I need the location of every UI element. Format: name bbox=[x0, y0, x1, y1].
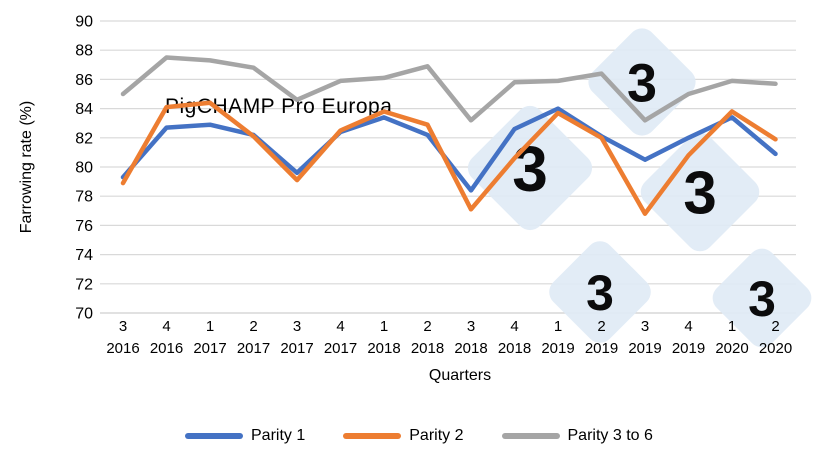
x-tick-quarter-label: 4 bbox=[684, 318, 692, 335]
legend-item-parity-1: Parity 1 bbox=[185, 427, 305, 445]
x-tick-year-label: 2020 bbox=[715, 340, 748, 357]
x-tick-year-label: 2016 bbox=[150, 340, 183, 357]
y-tick-label: 70 bbox=[75, 306, 93, 323]
x-tick-quarter-label: 2 bbox=[249, 318, 257, 335]
watermark-diamond bbox=[467, 105, 593, 231]
legend-item-parity-2: Parity 2 bbox=[343, 427, 464, 445]
x-tick-quarter-label: 4 bbox=[336, 318, 344, 335]
x-tick-quarter-label: 2 bbox=[771, 318, 779, 335]
x-tick-quarter-label: 4 bbox=[510, 318, 518, 335]
y-tick-label: 84 bbox=[75, 101, 93, 118]
x-tick-quarter-label: 3 bbox=[467, 318, 475, 335]
x-tick-year-label: 2019 bbox=[585, 340, 618, 357]
x-axis-tick-labels: 3 2016 4 2016 1 2017 2 2017 3 2017 4 2017 1 2018 2 2018… bbox=[106, 318, 792, 357]
legend-label-parity-3-to-6: Parity 3 to 6 bbox=[567, 427, 653, 444]
parity-3-to-6-line-swatch bbox=[501, 433, 560, 439]
parity-3-to-6-line bbox=[120, 55, 778, 123]
legend-item-parity-3-to-6: Parity 3 to 6 bbox=[501, 427, 653, 445]
y-tick-label: 78 bbox=[75, 189, 93, 206]
legend-label-parity-2: Parity 2 bbox=[409, 427, 464, 444]
watermark-diamond bbox=[588, 28, 696, 136]
x-tick-quarter-label: 3 bbox=[293, 318, 301, 335]
x-tick-year-label: 2018 bbox=[411, 340, 444, 357]
y-tick-label: 74 bbox=[75, 247, 93, 264]
y-tick-label: 86 bbox=[75, 72, 93, 89]
legend: Parity 1 Parity 2 Parity 3 to 6 bbox=[185, 427, 653, 445]
x-axis-title: Quarters bbox=[428, 367, 492, 384]
x-tick-year-label: 2019 bbox=[541, 340, 574, 357]
y-axis-tick-labels: 70 72 74 76 78 80 82 84 86 88 90 bbox=[75, 14, 93, 323]
x-tick-quarter-label: 4 bbox=[162, 318, 170, 335]
y-axis-title: Farrowing rate (%) bbox=[18, 100, 35, 234]
watermark-diamond bbox=[712, 248, 812, 348]
parity-1-line-swatch bbox=[185, 433, 243, 439]
x-tick-quarter-label: 2 bbox=[597, 318, 605, 335]
watermark-brand-text: PigCHAMP Pro Europa bbox=[165, 95, 392, 118]
watermark-logo-digit: 3 bbox=[748, 271, 776, 327]
x-tick-year-label: 2016 bbox=[106, 340, 139, 357]
x-tick-quarter-label: 1 bbox=[554, 318, 562, 335]
y-tick-label: 72 bbox=[75, 276, 93, 293]
watermark-logo-digit: 3 bbox=[683, 160, 716, 227]
legend-label-parity-1: Parity 1 bbox=[251, 427, 306, 444]
x-tick-year-label: 2018 bbox=[454, 340, 487, 357]
parity-2-line-swatch bbox=[343, 433, 402, 439]
watermark-diamond bbox=[640, 132, 760, 252]
x-tick-quarter-label: 2 bbox=[423, 318, 431, 335]
x-tick-quarter-label: 3 bbox=[119, 318, 127, 335]
y-tick-label: 90 bbox=[75, 14, 93, 31]
watermark-diamond bbox=[549, 241, 651, 343]
watermark-logo-digit: 3 bbox=[586, 265, 614, 321]
x-tick-year-label: 2018 bbox=[498, 340, 531, 357]
x-tick-quarter-label: 1 bbox=[206, 318, 214, 335]
x-tick-year-label: 2020 bbox=[759, 340, 792, 357]
x-tick-year-label: 2017 bbox=[193, 340, 226, 357]
y-tick-label: 88 bbox=[75, 43, 93, 60]
x-tick-quarter-label: 1 bbox=[728, 318, 736, 335]
x-tick-quarter-label: 3 bbox=[641, 318, 649, 335]
x-tick-year-label: 2019 bbox=[628, 340, 661, 357]
y-tick-label: 76 bbox=[75, 218, 93, 235]
x-tick-year-label: 2017 bbox=[237, 340, 270, 357]
series-lines bbox=[120, 55, 778, 216]
x-tick-year-label: 2019 bbox=[672, 340, 705, 357]
y-tick-label: 82 bbox=[75, 130, 93, 147]
y-tick-label: 80 bbox=[75, 160, 93, 177]
x-tick-year-label: 2017 bbox=[280, 340, 313, 357]
x-tick-year-label: 2018 bbox=[367, 340, 400, 357]
parity-2-line bbox=[120, 100, 778, 216]
x-tick-quarter-label: 1 bbox=[380, 318, 388, 335]
x-tick-year-label: 2017 bbox=[324, 340, 357, 357]
